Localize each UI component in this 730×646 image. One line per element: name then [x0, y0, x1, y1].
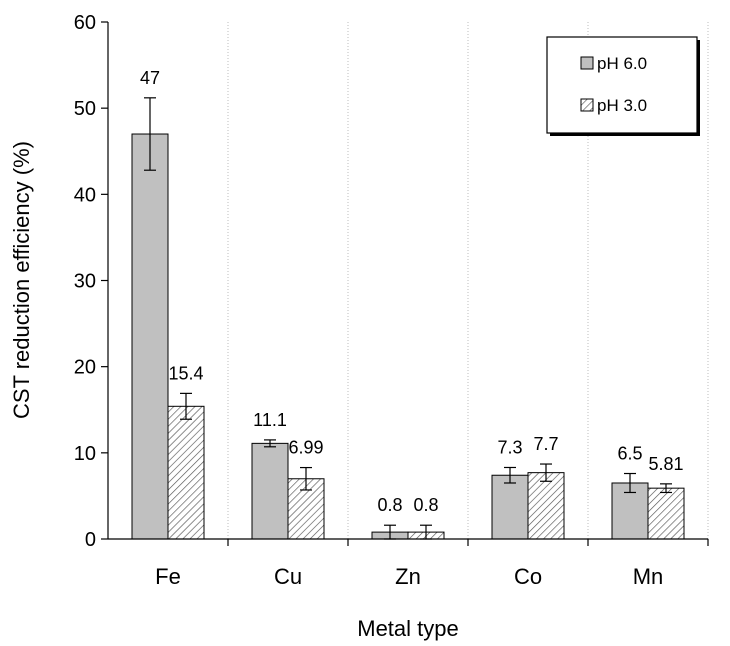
legend-label: pH 3.0: [597, 96, 647, 115]
legend: pH 6.0 pH 3.0: [546, 36, 700, 136]
x-tick-label: Mn: [633, 564, 664, 589]
labels: 47 15.4 Fe 11.16.99 Cu 0.8 0.8 Zn 7.3 7.7 Co 6.5 5.8…: [140, 68, 684, 589]
y-tick-label: 30: [74, 271, 96, 293]
y-tick-label: 50: [74, 98, 96, 120]
data-label: 7.3: [497, 437, 522, 457]
bars: [131, 97, 685, 540]
axes: 0 10 20 30 40 50 60: [74, 12, 709, 551]
data-label: 5.81: [648, 454, 683, 474]
data-label: 0.8: [413, 495, 438, 515]
x-axis-title: Metal type: [357, 616, 459, 641]
x-tick-label: Fe: [155, 564, 181, 589]
bar-mn-ph3: [647, 487, 685, 540]
data-label: 11.1: [253, 410, 287, 430]
data-label: 7.7: [533, 434, 558, 454]
y-tick-label: 40: [74, 184, 96, 206]
y-tick-label: 60: [74, 12, 96, 34]
data-label: 15.4: [168, 363, 203, 383]
bar-co-ph6: [491, 474, 529, 540]
data-label: 47: [140, 68, 160, 88]
x-tick-label: Zn: [395, 564, 421, 589]
data-label: 6.99: [288, 438, 323, 458]
legend-swatch: [580, 56, 594, 70]
data-label: 0.8: [377, 495, 402, 515]
y-tick-label: 0: [85, 529, 96, 551]
y-axis-title: CST reduction efficiency (%): [9, 141, 34, 419]
grid-lines: [227, 22, 709, 539]
bar-fe-ph6: [131, 133, 169, 540]
y-tick-label: 10: [74, 443, 96, 465]
y-tick-label: 20: [74, 357, 96, 379]
bar-co-ph3: [527, 472, 565, 540]
bar-cu-ph6: [251, 442, 289, 540]
bar-fe-ph3: [167, 405, 205, 540]
data-label: 6.5: [617, 444, 642, 464]
legend-swatch: [580, 98, 594, 112]
x-tick-label: Co: [514, 564, 542, 589]
legend-label: pH 6.0: [597, 54, 647, 73]
legend-box: [546, 36, 698, 134]
x-tick-label: Cu: [274, 564, 302, 589]
